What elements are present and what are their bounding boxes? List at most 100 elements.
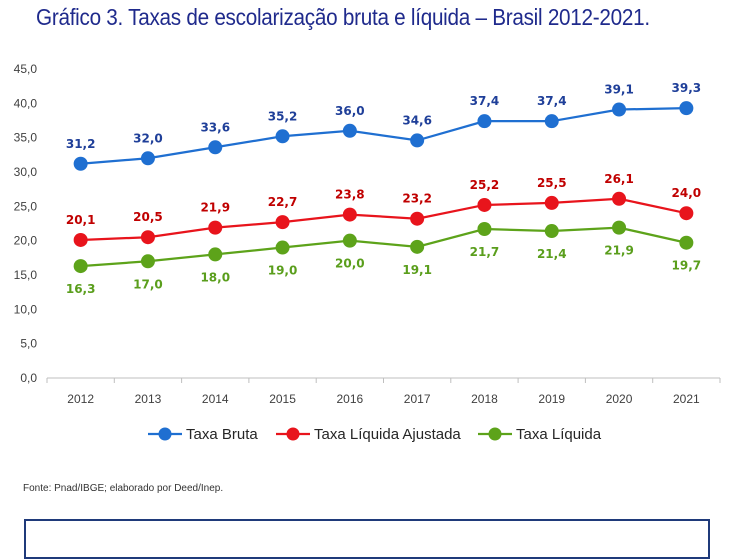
data-label: 39,1 xyxy=(604,83,634,97)
data-label: 19,1 xyxy=(402,263,432,277)
y-tick-label: 35,0 xyxy=(14,131,38,145)
legend-label: Taxa Líquida Ajustada xyxy=(314,426,461,443)
data-label: 21,7 xyxy=(470,245,500,259)
data-point xyxy=(275,240,290,255)
series-layer: 31,2 32,0 33,6 35,2 36,0 34,6 37,4 37,4 39,1 39,3… xyxy=(66,81,701,296)
data-label: 36,0 xyxy=(335,104,365,118)
data-label: 16,3 xyxy=(66,282,96,296)
data-point xyxy=(544,114,559,129)
data-point xyxy=(275,215,290,230)
data-point xyxy=(612,102,627,117)
data-label: 19,0 xyxy=(268,264,298,278)
data-point xyxy=(73,232,88,247)
series-2: 20,1 20,5 21,9 22,7 23,8 23,2 25,2 25,5 26,1 24,0 xyxy=(66,172,701,247)
y-tick-label: 0,0 xyxy=(20,371,37,385)
data-label: 17,0 xyxy=(133,277,163,291)
x-tick-label: 2012 xyxy=(67,392,94,406)
y-tick-label: 40,0 xyxy=(14,96,38,110)
data-point xyxy=(477,197,492,212)
data-point xyxy=(208,247,223,262)
data-label: 37,4 xyxy=(537,94,567,108)
data-point xyxy=(342,233,357,248)
data-point xyxy=(140,254,155,269)
data-point xyxy=(679,101,694,116)
data-label: 22,7 xyxy=(268,195,298,209)
legend-swatch-marker xyxy=(286,427,300,441)
data-label: 20,0 xyxy=(335,257,365,271)
series-1: 31,2 32,0 33,6 35,2 36,0 34,6 37,4 37,4 39,1 39,3 xyxy=(66,81,701,171)
data-point xyxy=(275,129,290,144)
data-point xyxy=(73,259,88,274)
x-tick-label: 2016 xyxy=(336,392,363,406)
data-point xyxy=(342,123,357,138)
y-tick-label: 45,0 xyxy=(14,62,38,76)
data-point xyxy=(544,195,559,210)
line-chart: 0,0 5,0 10,0 15,0 20,0 25,0 30,0 35,0 40,0 45,0 2… xyxy=(14,62,721,443)
legend: Taxa Bruta Taxa Líquida Ajustada Taxa Líqu… xyxy=(148,426,602,443)
y-tick-label: 20,0 xyxy=(14,234,38,248)
data-point xyxy=(342,207,357,222)
y-tick-label: 10,0 xyxy=(14,302,38,316)
data-point xyxy=(208,140,223,155)
x-tick-label: 2021 xyxy=(673,392,700,406)
data-point xyxy=(208,220,223,235)
legend-label: Taxa Líquida xyxy=(516,426,602,443)
y-axis: 0,0 5,0 10,0 15,0 20,0 25,0 30,0 35,0 40,0 45,0 xyxy=(14,62,38,385)
data-label: 19,7 xyxy=(672,259,702,273)
y-tick-label: 15,0 xyxy=(14,268,38,282)
legend-swatch-marker xyxy=(158,427,172,441)
chart-title: Gráfico 3. Taxas de escolarização bruta … xyxy=(36,4,650,30)
data-point xyxy=(544,224,559,239)
data-label: 21,9 xyxy=(200,201,230,215)
y-tick-label: 30,0 xyxy=(14,165,38,179)
data-label: 31,2 xyxy=(66,137,96,151)
x-tick-label: 2015 xyxy=(269,392,296,406)
data-label: 33,6 xyxy=(200,120,230,134)
x-tick-label: 2020 xyxy=(606,392,633,406)
legend-item: Taxa Líquida Ajustada xyxy=(276,426,461,443)
data-label: 24,0 xyxy=(672,186,702,200)
data-label: 25,5 xyxy=(537,176,567,190)
text-box-partial xyxy=(24,519,710,559)
data-point xyxy=(140,151,155,166)
x-tick-label: 2017 xyxy=(404,392,431,406)
data-label: 25,2 xyxy=(470,178,500,192)
data-point xyxy=(140,230,155,245)
data-label: 35,2 xyxy=(268,109,298,123)
series-3: 16,3 17,0 18,0 19,0 20,0 19,1 21,7 21,4 21,9 19,7 xyxy=(66,220,702,296)
data-point xyxy=(679,235,694,250)
data-label: 23,2 xyxy=(402,192,432,206)
data-label: 18,0 xyxy=(200,270,230,284)
data-label: 20,5 xyxy=(133,210,163,224)
data-point xyxy=(410,133,425,148)
legend-label: Taxa Bruta xyxy=(186,426,258,443)
source-note: Fonte: Pnad/IBGE; elaborado por Deed/Ine… xyxy=(23,483,224,494)
legend-swatch-marker xyxy=(488,427,502,441)
series-line xyxy=(80,107,687,165)
y-tick-label: 5,0 xyxy=(20,337,37,351)
data-point xyxy=(612,191,627,206)
series-line xyxy=(80,197,687,242)
x-tick-label: 2019 xyxy=(538,392,565,406)
legend-item: Taxa Líquida xyxy=(478,426,602,443)
x-tick-label: 2018 xyxy=(471,392,498,406)
data-point xyxy=(477,114,492,129)
x-tick-label: 2014 xyxy=(202,392,229,406)
x-axis: 2012 2013 2014 2015 2016 2017 2018 2019 2020 2021 xyxy=(46,377,721,406)
data-point xyxy=(477,221,492,236)
series-line xyxy=(80,226,687,268)
data-label: 23,8 xyxy=(335,188,365,202)
data-point xyxy=(612,220,627,235)
legend-item: Taxa Bruta xyxy=(148,426,258,443)
data-label: 21,9 xyxy=(604,244,634,258)
data-label: 32,0 xyxy=(133,131,163,145)
data-point xyxy=(679,206,694,221)
y-tick-label: 25,0 xyxy=(14,199,38,213)
data-point xyxy=(410,239,425,254)
data-label: 26,1 xyxy=(604,172,634,186)
data-label: 37,4 xyxy=(470,94,500,108)
data-label: 20,1 xyxy=(66,213,96,227)
data-label: 34,6 xyxy=(402,113,432,127)
data-label: 21,4 xyxy=(537,247,567,261)
data-point xyxy=(73,156,88,171)
